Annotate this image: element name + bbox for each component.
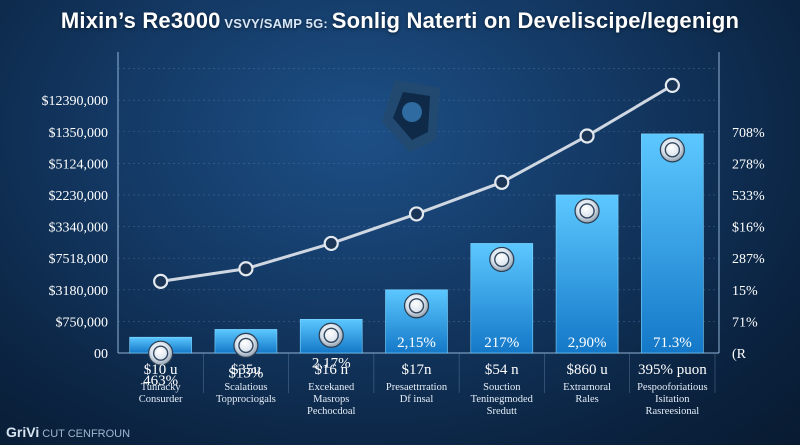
category-label: Rales [575, 394, 598, 405]
chart-title-sub: VSVY/SAMP 5G: [220, 16, 332, 31]
category-value-label: $16 n [314, 362, 348, 378]
bar-value-label: 2,90% [568, 335, 607, 351]
coin-icon [318, 322, 344, 348]
coin-icon [659, 137, 685, 163]
bar-value-label: 2,15% [397, 335, 436, 351]
y-tick-label-left: $5124,000 [49, 157, 109, 172]
category-value-label: 395% puon [638, 362, 707, 378]
trend-point [664, 77, 680, 93]
coin-icon [233, 332, 259, 358]
category-label: Tunracky [141, 382, 182, 393]
bar-value-label: 2,17% [312, 355, 351, 371]
trend-point [579, 128, 595, 144]
category-label: Excekaned [308, 382, 355, 393]
category-label: Topprociogals [216, 394, 276, 405]
y-tick-label-left: $1350,000 [49, 126, 109, 141]
trend-point [323, 235, 339, 252]
category-label: Pechocdoal [307, 406, 355, 417]
bars-layer [129, 133, 704, 366]
y-tick-label-left: $12390,000 [42, 94, 109, 109]
y-tick-label-right: 533% [732, 189, 765, 204]
bar-value-label: 217% [484, 335, 519, 351]
coin-icon-ring [323, 327, 339, 343]
coin-icon [403, 293, 430, 319]
category-value-label: $35u [231, 362, 262, 378]
coin-icon-ring [579, 203, 595, 219]
category-label: Presaettrration [386, 382, 448, 393]
category-label: Isitation [655, 394, 690, 405]
category-label: Extrarnoral [563, 382, 611, 393]
category-value-label: $17n [402, 362, 433, 378]
coin-icon-ring [408, 298, 425, 314]
category-label: Sredutt [487, 406, 517, 417]
bar-value-label: 71.3% [653, 335, 692, 351]
category-value-label: $10 u [144, 362, 178, 378]
coin-icon [574, 198, 600, 224]
category-label: Souction [483, 382, 521, 393]
trend-point [238, 261, 254, 277]
y-tick-label-right: 278% [732, 157, 765, 172]
watermark: GriVi CUT CENFROUN [6, 424, 130, 440]
category-label: Masrops [313, 394, 349, 405]
coin-icon-ring [238, 337, 254, 354]
coin-icon-ring [664, 142, 681, 158]
y-tick-label-right: 708% [732, 126, 765, 141]
y-tick-label-left: 00 [94, 347, 108, 362]
logo-icon [382, 80, 440, 152]
trend-point [494, 174, 510, 190]
coin-icon-ring [152, 345, 169, 361]
y-tick-label-right: $16% [732, 221, 765, 236]
coin-icon [148, 340, 174, 366]
y-tick-label-right: (R [732, 347, 747, 362]
category-label: Df insal [400, 394, 434, 405]
category-label: Pespooforiatious [637, 382, 708, 393]
category-label: Consurder [139, 394, 183, 405]
category-value-label: $54 n [485, 362, 519, 378]
y-tick-label-left: $750,000 [56, 315, 109, 330]
chart-title-main: Mixin’s Re3000 [60, 8, 221, 33]
y-tick-label-left: $3340,000 [49, 221, 109, 236]
trend-line-layer [153, 77, 680, 289]
trend-point [408, 206, 425, 222]
y-tick-label-left: $3180,000 [49, 284, 109, 299]
category-label: Rasreesional [646, 406, 700, 417]
category-value-label: $860 u [566, 362, 608, 378]
y-tick-label-left: $2230,000 [49, 189, 109, 204]
y-tick-label-right: 287% [732, 252, 765, 267]
y-tick-label-right: 15% [732, 284, 758, 299]
bar [641, 133, 704, 354]
y-tick-label-left: $7518,000 [49, 252, 109, 267]
trend-point [153, 273, 169, 289]
chart-title: Mixin’s Re3000 VSVY/SAMP 5G: Sonlig Nate… [0, 8, 800, 34]
chart-title-rest: Sonlig Naterti on Develiscipe/legenign [331, 8, 740, 33]
category-label: Scalatious [224, 382, 267, 393]
coin-icon-ring [494, 251, 510, 268]
category-label: Teninegmoded [471, 394, 534, 405]
watermark-brand: GriVi [6, 424, 40, 440]
watermark-text: CUT CENFROUN [42, 428, 131, 440]
coin-icon [489, 246, 515, 273]
labels-layer: 00 (R $750,000 71% $3180,000 15% $7518,000 287%… [42, 94, 766, 417]
bar-value-label: 463% [143, 373, 178, 389]
y-tick-label-right: 71% [732, 315, 758, 330]
bar-value-label: $13% [228, 365, 263, 381]
